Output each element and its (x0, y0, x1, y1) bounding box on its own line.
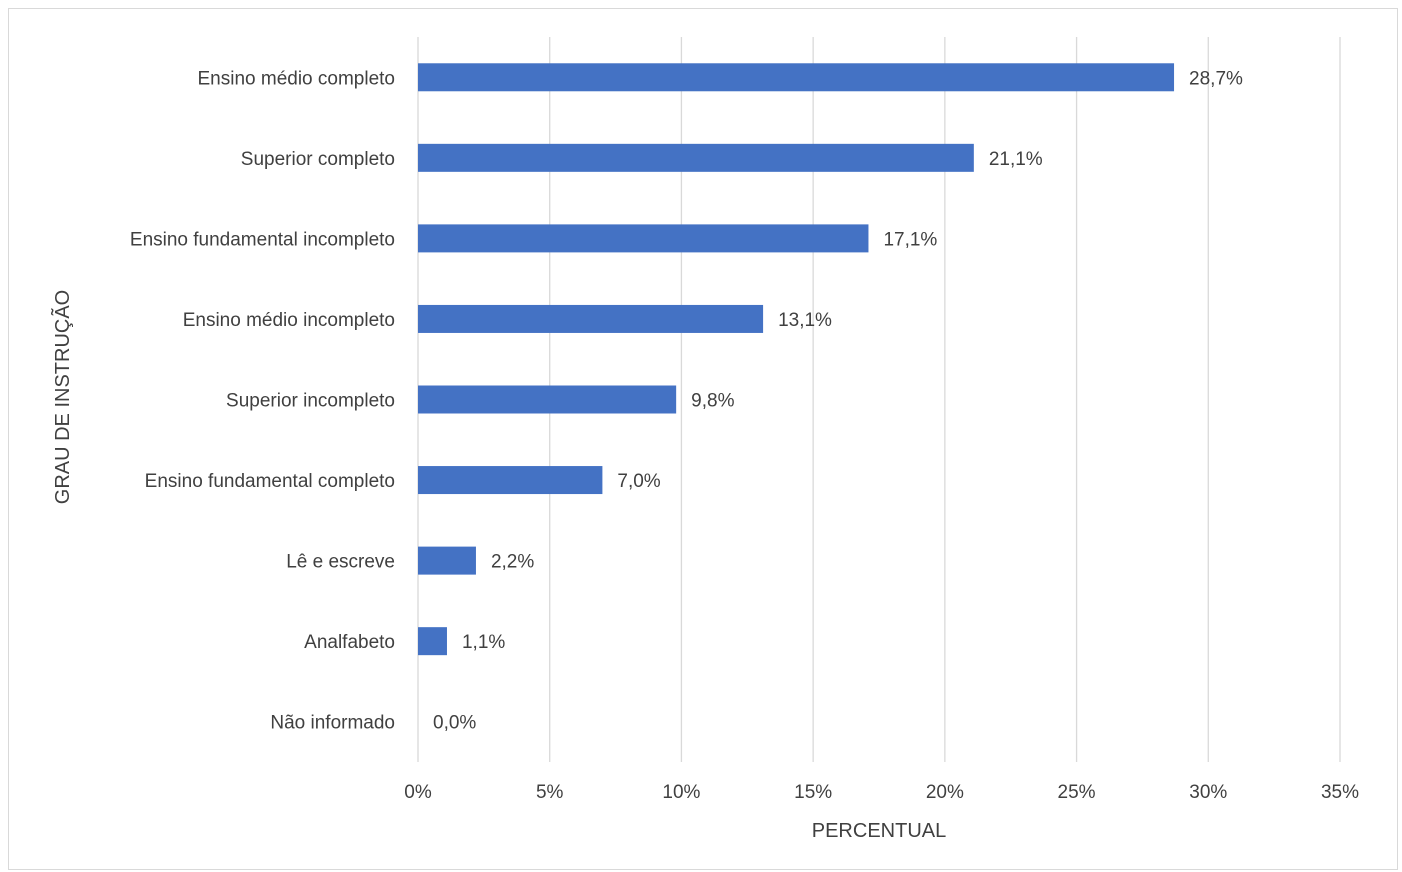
x-tick-label: 30% (1189, 782, 1227, 803)
data-label: 0,0% (433, 713, 476, 734)
x-tick-label: 35% (1321, 782, 1359, 803)
bar (418, 143, 974, 172)
category-label: Ensino fundamental completo (145, 471, 395, 492)
data-label: 13,1% (778, 310, 832, 331)
bar (418, 466, 603, 495)
data-label: 9,8% (691, 391, 734, 412)
data-label: 2,2% (491, 552, 534, 573)
data-label: 28,7% (1189, 68, 1243, 89)
data-label: 7,0% (617, 471, 660, 492)
category-label: Superior completo (241, 149, 395, 170)
x-tick-label: 10% (662, 782, 700, 803)
category-label: Ensino médio completo (198, 68, 396, 89)
category-label: Ensino médio incompleto (183, 310, 395, 331)
category-label: Lê e escreve (286, 552, 395, 573)
bar (418, 224, 869, 253)
bar (418, 546, 476, 575)
category-labels: Ensino médio completo Superior completo En… (130, 68, 395, 733)
x-tick-label: 5% (536, 782, 564, 803)
category-label: Não informado (270, 713, 395, 734)
x-tick-labels: 0% 5% 10% 15% 20% 25% 30% 35% (404, 782, 1359, 803)
data-labels: 28,7% 21,1% 17,1% 13,1% 9,8% 7,0% 2,2% 1,1% 0,0% (433, 68, 1243, 733)
data-label: 21,1% (989, 149, 1043, 170)
y-axis-title: GRAU DE INSTRUÇÃO (50, 290, 74, 504)
category-label: Ensino fundamental incompleto (130, 229, 395, 250)
category-label: Superior incompleto (226, 391, 395, 412)
bar (418, 63, 1175, 92)
x-tick-label: 20% (926, 782, 964, 803)
x-tick-label: 15% (794, 782, 832, 803)
bar (418, 385, 677, 414)
category-label: Analfabeto (304, 632, 395, 653)
bar (418, 304, 764, 333)
data-label: 1,1% (462, 632, 505, 653)
bars (418, 63, 1175, 656)
bar (418, 627, 447, 656)
x-axis-title: PERCENTUAL (812, 820, 946, 842)
x-tick-label: 0% (404, 782, 432, 803)
data-label: 17,1% (883, 229, 937, 250)
x-tick-label: 25% (1058, 782, 1096, 803)
